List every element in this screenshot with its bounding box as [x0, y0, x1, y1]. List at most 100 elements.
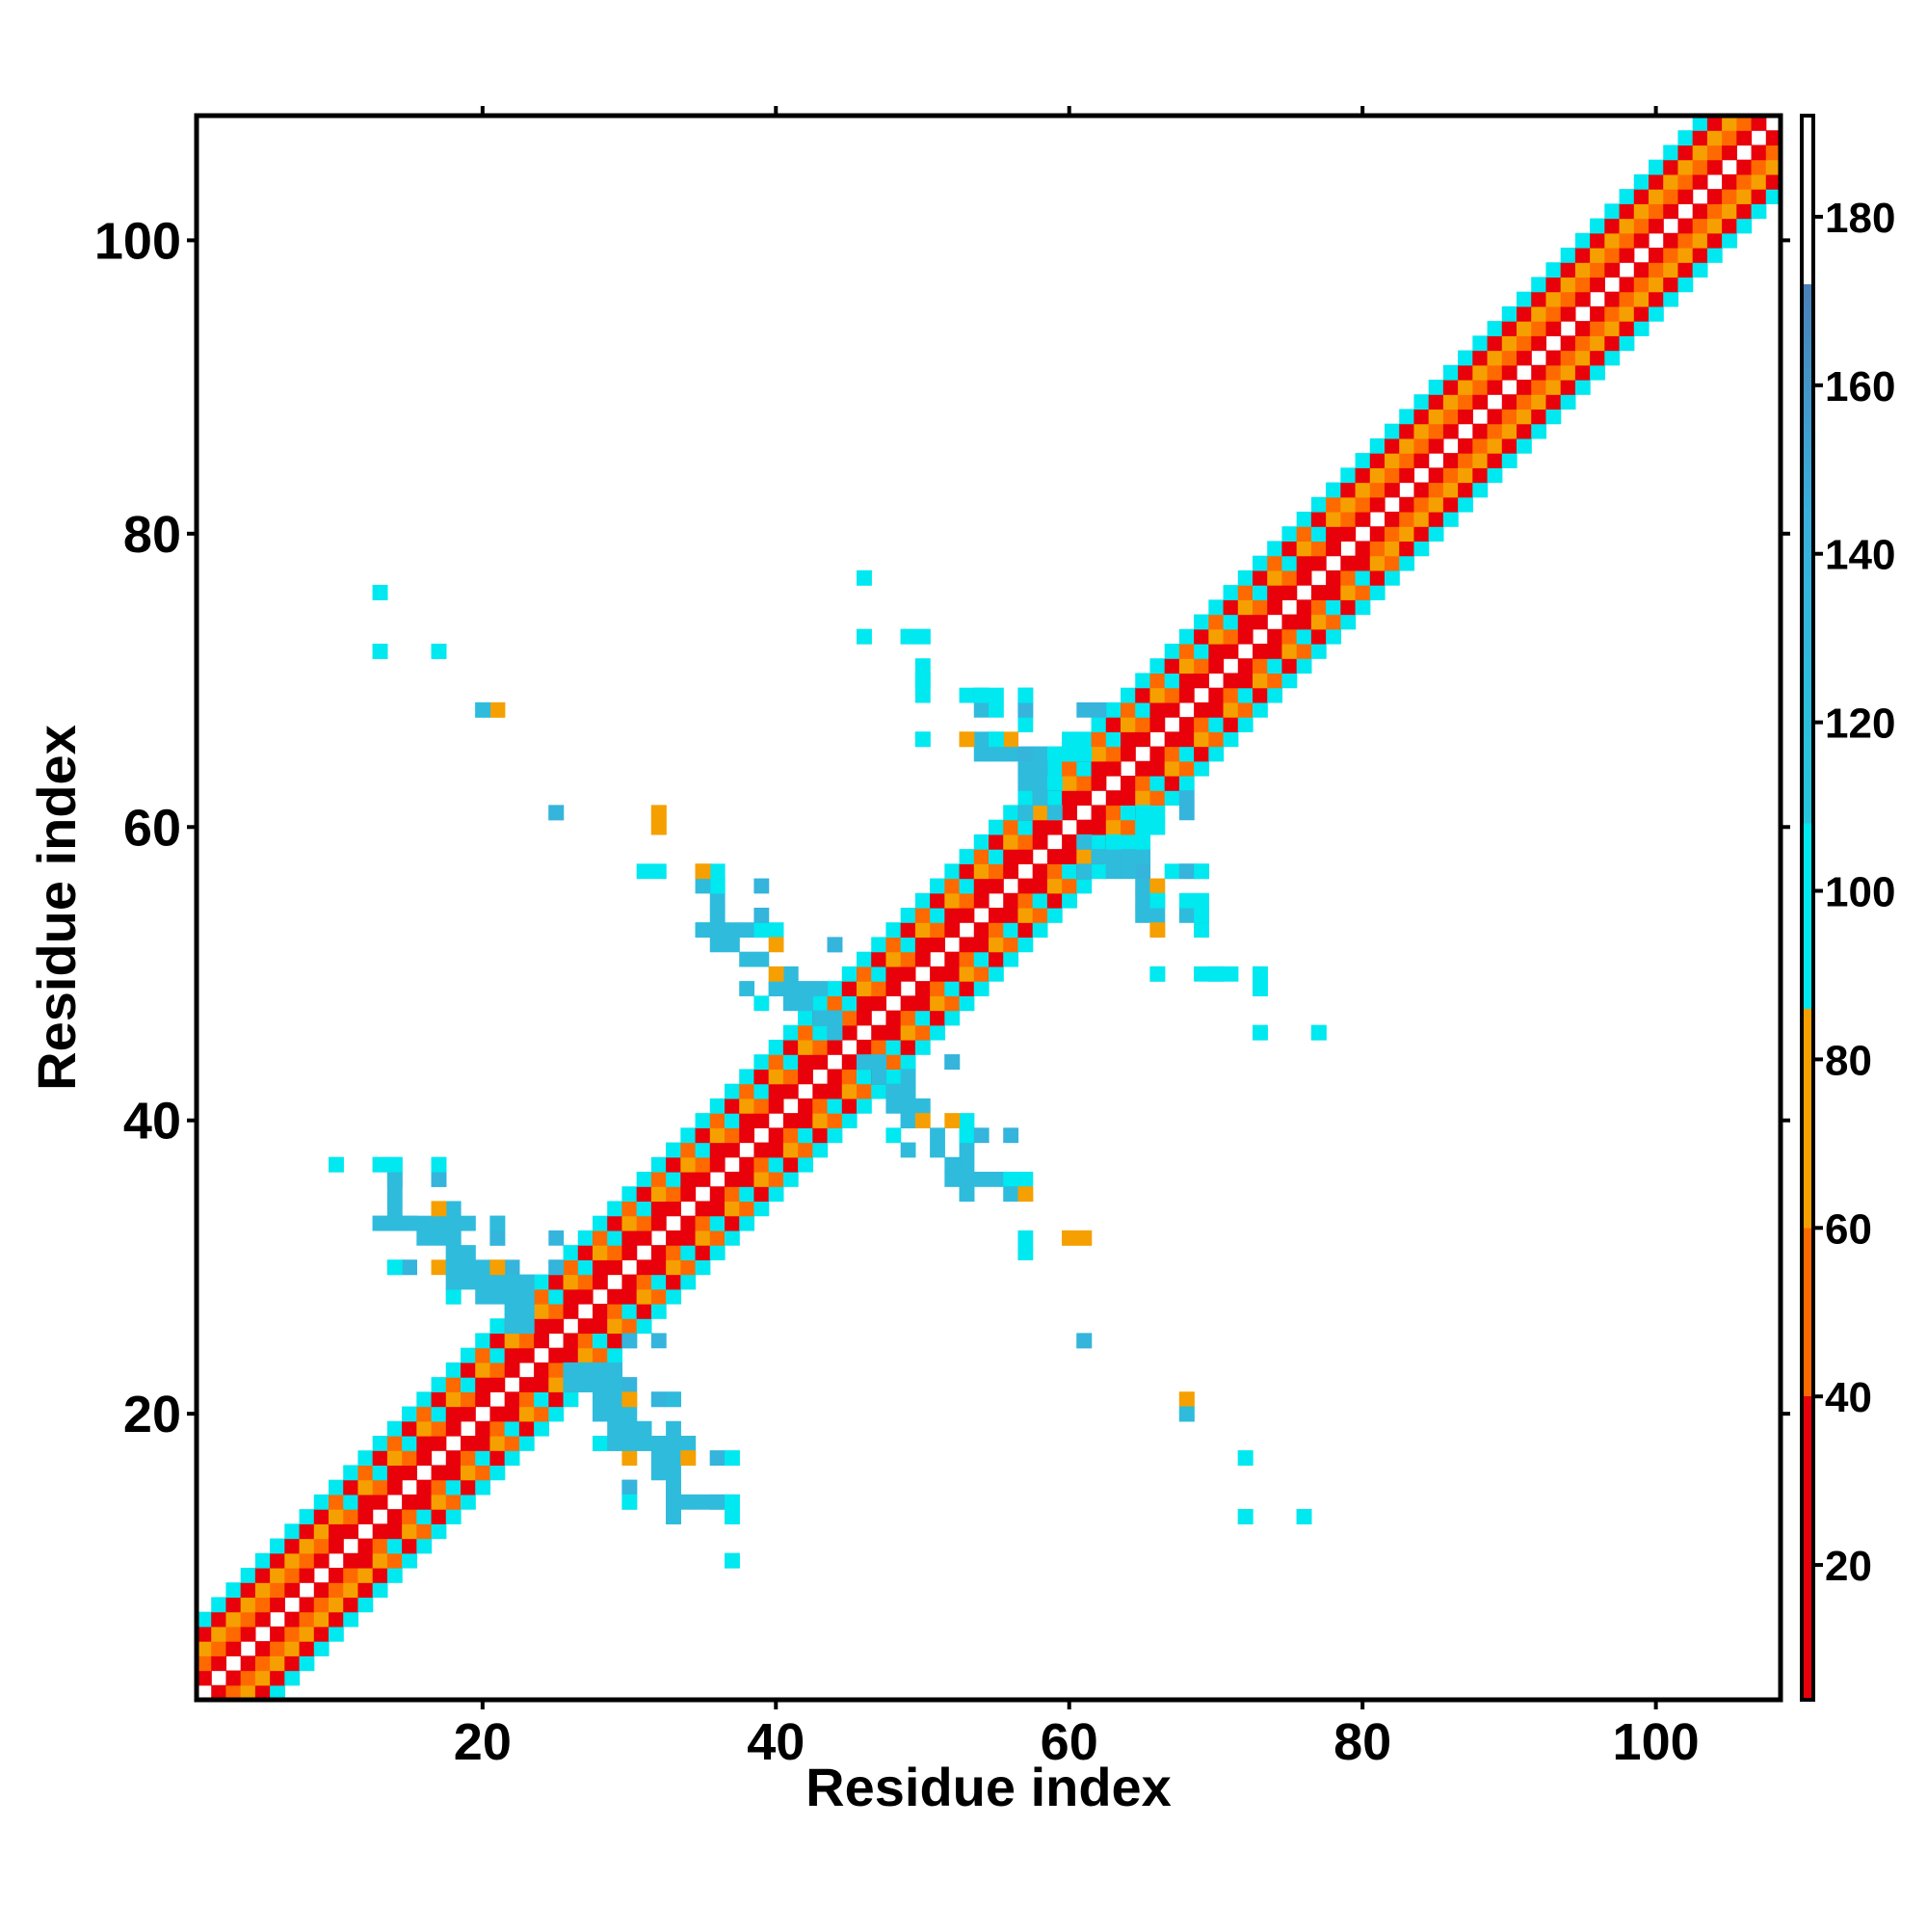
heatmap-cell — [871, 1024, 887, 1041]
heatmap-cell — [841, 1069, 858, 1085]
heatmap-cell — [402, 1523, 417, 1540]
heatmap-cell — [1428, 423, 1444, 439]
heatmap-cell — [1017, 908, 1034, 923]
heatmap-cell — [798, 1040, 813, 1055]
heatmap-cell — [475, 1333, 491, 1349]
heatmap-cell — [650, 805, 667, 821]
heatmap-cell — [959, 1172, 975, 1187]
heatmap-cell — [768, 1069, 784, 1085]
heatmap-cell — [518, 1436, 535, 1451]
heatmap-cell — [768, 981, 784, 996]
heatmap-cell — [1369, 482, 1386, 498]
heatmap-cell — [666, 1156, 681, 1173]
heatmap-cell — [1178, 746, 1195, 762]
heatmap-cell — [1751, 145, 1767, 161]
heatmap-cell — [871, 937, 887, 953]
heatmap-cell — [1281, 628, 1298, 645]
heatmap-cell — [782, 1156, 799, 1173]
x-tick-label: 100 — [1613, 1713, 1700, 1771]
heatmap-cell — [1399, 467, 1415, 484]
heatmap-cell — [1765, 173, 1782, 190]
heatmap-cell — [1560, 335, 1576, 352]
heatmap-cell — [1531, 423, 1547, 439]
heatmap-cell — [1149, 908, 1166, 923]
heatmap-cells — [197, 116, 1782, 1701]
heatmap-cell — [518, 1304, 535, 1319]
heatmap-cell — [1003, 892, 1019, 909]
heatmap-cell — [240, 1597, 256, 1613]
heatmap-cell — [386, 1215, 403, 1231]
heatmap-cell — [1649, 291, 1664, 307]
colorbar-tick-label: 80 — [1825, 1037, 1872, 1084]
colorbar-tick-label: 140 — [1825, 532, 1895, 579]
heatmap-cell — [1765, 189, 1782, 204]
heatmap-cell — [841, 1024, 858, 1041]
heatmap-cell — [650, 1304, 667, 1319]
heatmap-cell — [1326, 526, 1341, 543]
heatmap-cell — [1149, 717, 1166, 732]
heatmap-cell — [1765, 159, 1782, 175]
heatmap-cell — [1223, 701, 1239, 718]
heatmap-cell — [402, 1406, 417, 1422]
heatmap-cell — [753, 922, 770, 939]
heatmap-cell — [1399, 409, 1415, 425]
heatmap-cell — [900, 908, 916, 923]
heatmap-cell — [1062, 863, 1077, 880]
heatmap-cell — [1017, 701, 1034, 718]
heatmap-cell — [1633, 277, 1650, 293]
heatmap-cell — [1194, 614, 1209, 630]
heatmap-cell — [1046, 746, 1063, 762]
heatmap-cell — [650, 1259, 667, 1276]
heatmap-cell — [1237, 1450, 1254, 1467]
heatmap-cell — [593, 1274, 608, 1290]
heatmap-cell — [431, 1377, 447, 1392]
heatmap-cell — [709, 908, 726, 923]
heatmap-cell — [636, 1230, 652, 1246]
heatmap-cell — [1531, 364, 1547, 381]
heatmap-cell — [1237, 614, 1254, 630]
heatmap-cell — [548, 1362, 565, 1378]
heatmap-cell — [1340, 512, 1357, 527]
heatmap-cell — [1121, 731, 1136, 748]
heatmap-cell — [900, 628, 916, 645]
heatmap-cell — [944, 966, 961, 982]
heatmap-cell — [1590, 277, 1605, 293]
heatmap-cell — [695, 1127, 711, 1144]
heatmap-cell — [534, 1318, 549, 1335]
heatmap-cell — [1135, 849, 1151, 864]
heatmap-cell — [1253, 673, 1268, 689]
heatmap-cell — [607, 1391, 623, 1408]
heatmap-cell — [1017, 937, 1034, 953]
heatmap-cell — [534, 1391, 549, 1408]
heatmap-cell — [1105, 849, 1122, 864]
heatmap-cell — [827, 1069, 843, 1085]
heatmap-cell — [1458, 394, 1473, 410]
heatmap-cell — [372, 1494, 388, 1510]
y-tick-label: 20 — [123, 1386, 181, 1443]
heatmap-cell — [1062, 746, 1077, 762]
heatmap-cell — [1105, 790, 1122, 807]
y-tick-label: 40 — [123, 1093, 181, 1151]
heatmap-cell — [329, 1479, 344, 1495]
heatmap-cell — [1663, 145, 1679, 161]
heatmap-cell — [914, 892, 931, 909]
heatmap-cell — [725, 1450, 740, 1467]
heatmap-cell — [431, 1406, 447, 1422]
heatmap-cell — [329, 1597, 344, 1613]
heatmap-cell — [989, 908, 1004, 923]
heatmap-cell — [548, 805, 565, 821]
heatmap-cell — [357, 1450, 374, 1467]
heatmap-cell — [782, 1024, 799, 1041]
heatmap-cell — [914, 951, 931, 967]
heatmap-cell — [284, 1670, 301, 1686]
heatmap-cell — [1208, 687, 1225, 703]
heatmap-cell — [1121, 819, 1136, 835]
heatmap-cell — [1149, 760, 1166, 777]
heatmap-cell — [445, 1406, 462, 1422]
heatmap-cell — [989, 937, 1004, 953]
heatmap-cell — [1590, 262, 1605, 278]
heatmap-cell — [1501, 321, 1518, 336]
heatmap-cell — [885, 966, 902, 982]
heatmap-cell — [973, 863, 990, 880]
heatmap-cell — [1765, 145, 1782, 161]
